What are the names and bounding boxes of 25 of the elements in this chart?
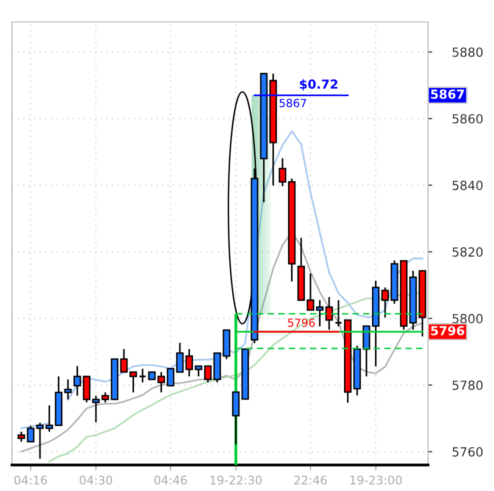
x-tick-label: 19-22:30 — [210, 476, 262, 485]
candlestick — [316, 299, 324, 328]
x-tick-label: 04:46 — [154, 476, 187, 485]
x-tick-label: 19-23:00 — [350, 476, 402, 485]
candlestick — [74, 365, 82, 396]
x-tick-label: 22:46 — [294, 476, 327, 485]
y-tick-label: 5780 — [452, 380, 483, 390]
y-tick-label: 5840 — [452, 180, 483, 190]
y-tick-label: 5820 — [452, 247, 483, 257]
candlestick — [157, 371, 166, 394]
x-tick-label: 04:16 — [14, 476, 47, 485]
text: 5796 — [288, 318, 315, 327]
y-tick-label: 5860 — [452, 114, 483, 124]
y-tick-label: 5760 — [452, 447, 483, 457]
y-tick-label: 5800 — [452, 314, 483, 324]
annotation: 5867 — [431, 89, 464, 99]
annotation: $0.72 — [300, 79, 338, 91]
candlestick — [185, 348, 193, 378]
x-tick-label: 04:30 — [80, 476, 112, 485]
y-tick-label: 5880 — [452, 47, 483, 57]
candlestick — [102, 392, 110, 404]
candlestick — [18, 430, 26, 442]
text: 5867 — [280, 98, 306, 108]
annotation: 5796 — [431, 326, 464, 336]
candlestick — [129, 371, 138, 394]
